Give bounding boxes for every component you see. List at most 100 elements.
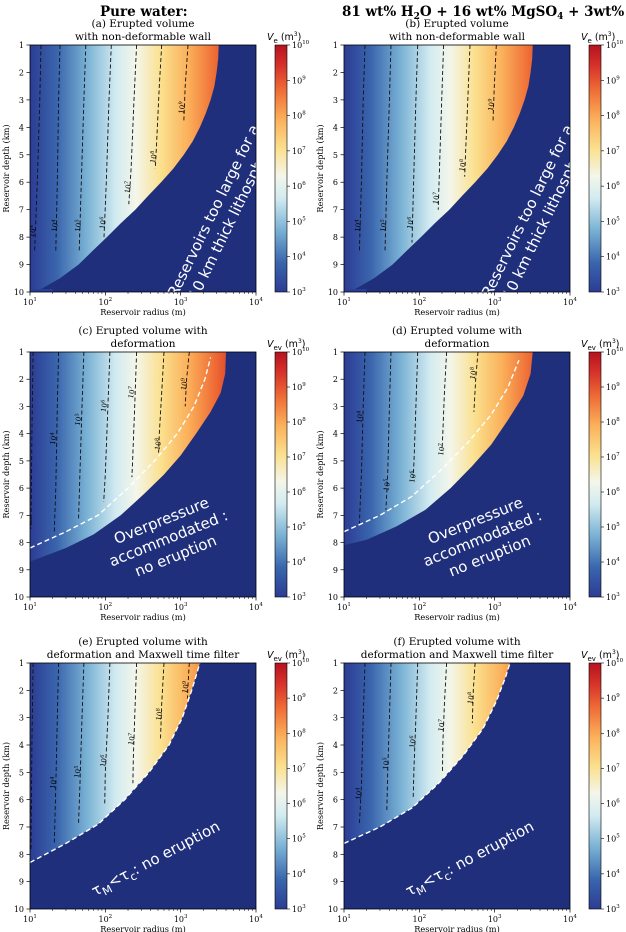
no-eruption-region: [30, 663, 256, 909]
panel-title-line2: with non-deformable wall: [75, 31, 212, 43]
colorbar-label: Vev (m3): [267, 338, 305, 352]
y-tick-label: 3: [19, 402, 24, 411]
contour-line-9: [186, 663, 190, 699]
y-tick-label: 3: [333, 402, 338, 411]
colorbar-tick-label: 106: [606, 181, 620, 191]
contour-label: 105: [381, 478, 392, 491]
contour-label: 105: [381, 757, 392, 770]
colorbar-tick-label: 1010: [292, 347, 310, 357]
colorbar-tick-label: 108: [292, 111, 306, 121]
colorbar-tick-label: 106: [606, 487, 620, 497]
contour-line-8: [158, 352, 165, 453]
x-tick-label: 104: [249, 914, 263, 924]
y-tick-label: 3: [333, 714, 338, 723]
contour-line-3: [30, 352, 34, 529]
plot-frame: [29, 351, 257, 598]
colorbar: [588, 351, 602, 598]
y-tick-label: 4: [333, 430, 338, 439]
contour-line-4: [34, 45, 42, 251]
contour-line-7: [437, 45, 445, 210]
no-eruption-region: [30, 352, 256, 597]
y-tick-label: 7: [19, 511, 24, 520]
panel-title-line1: (f) Erupted volume with: [393, 636, 521, 648]
y-tick-label: 10: [14, 905, 24, 914]
y-tick-label: 4: [19, 430, 24, 439]
contour-label: 109: [179, 377, 190, 390]
x-tick-label: 101: [337, 297, 351, 307]
panel-title-line1: (e) Erupted volume with: [78, 636, 208, 648]
colorbar-tick-label: 1010: [606, 40, 624, 50]
y-tick-label: 6: [333, 178, 338, 187]
colorbar-tick-label: 109: [606, 382, 620, 392]
colorbar-tick-label: 108: [292, 417, 306, 427]
contour-line-6: [104, 663, 111, 806]
panel-title-line2: deformation and Maxwell time filter: [361, 649, 555, 661]
y-tick-label: 1: [333, 659, 338, 668]
colorbar-tick-label: 104: [606, 252, 620, 262]
y-tick-label: 8: [19, 850, 24, 859]
x-tick-label: 104: [249, 602, 263, 612]
contour-label: 107: [126, 386, 137, 399]
y-tick-label: 7: [19, 823, 24, 832]
contour-line-7: [128, 45, 138, 205]
x-tick-label: 102: [412, 297, 426, 307]
plot-frame: [29, 662, 257, 910]
y-tick-label: 4: [19, 741, 24, 750]
colorbar-tick-label: 103: [606, 904, 620, 914]
contour-label: 108: [148, 150, 159, 163]
plot-frame: [343, 44, 571, 293]
y-tick-label: 10: [328, 905, 338, 914]
y-tick-label: 8: [333, 850, 338, 859]
y-tick-label: 1: [333, 348, 338, 357]
contour-label: 106: [407, 735, 418, 748]
contour-line-4: [55, 45, 61, 251]
x-tick-label: 103: [488, 602, 502, 612]
x-tick-label: 101: [337, 602, 351, 612]
contour-label: 108: [465, 691, 476, 704]
contour-label: 107: [436, 443, 447, 456]
y-axis-label: Reservoir depth (km): [315, 742, 325, 830]
colorbar-tick-label: 108: [292, 728, 306, 738]
x-axis-label: Reservoir radius (m): [100, 924, 186, 932]
colorbar-tick-label: 108: [606, 728, 620, 738]
colorbar-tick-label: 106: [606, 799, 620, 809]
y-tick-label: 7: [333, 206, 338, 215]
colorbar-tick-label: 106: [292, 799, 306, 809]
contour-label: 103: [24, 801, 35, 814]
y-tick-label: 1: [19, 348, 24, 357]
x-tick-label: 102: [98, 297, 112, 307]
y-tick-label: 6: [19, 796, 24, 805]
contour-label: 109: [486, 98, 497, 111]
y-tick-label: 6: [333, 484, 338, 493]
panel-title-line1: (b) Erupted volume: [405, 18, 508, 30]
no-eruption-region: [344, 352, 570, 597]
panel-title-line1: (a) Erupted volume: [92, 18, 195, 30]
plot-area: 103 104 105 106 107 108 109: [24, 663, 256, 909]
colorbar-tick-label: 1010: [292, 40, 310, 50]
y-tick-label: 5: [19, 151, 24, 160]
contour-line-4: [53, 352, 60, 532]
contour-label: 107: [436, 719, 447, 732]
contour-label: 104: [352, 219, 363, 232]
colorbar-tick-label: 105: [606, 522, 620, 532]
colorbar-tick-label: 107: [292, 146, 306, 156]
y-tick-label: 5: [19, 768, 24, 777]
contour-line-9: [184, 352, 190, 407]
y-axis-label: Reservoir depth (km): [1, 124, 11, 212]
contour-line-6: [412, 352, 419, 478]
colorbar-tick-label: 103: [292, 904, 306, 914]
contour-label: 104: [49, 219, 60, 232]
colorbar-tick-label: 107: [606, 452, 620, 462]
contour-label: 105: [378, 219, 389, 232]
colorbar-label: Vev (m3): [581, 338, 619, 352]
y-tick-label: 2: [19, 686, 24, 695]
panel-title-line2: deformation: [110, 338, 175, 350]
contour-line-6: [411, 45, 419, 243]
colorbar-tick-label: 107: [292, 763, 306, 773]
contour-line-5: [78, 45, 87, 251]
y-tick-label: 7: [333, 823, 338, 832]
bottom-strip: [344, 289, 367, 292]
panel-c: (c) Erupted volume withdeformation103104…: [1, 325, 310, 622]
x-tick-label: 103: [174, 297, 188, 307]
